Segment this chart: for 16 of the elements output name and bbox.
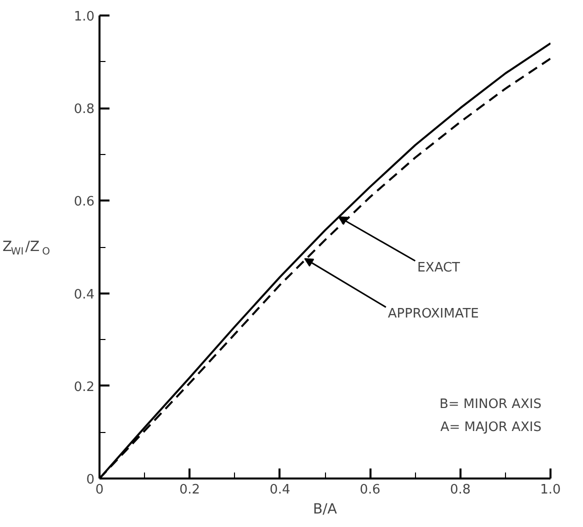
y-tick-label: 0.4 [74,287,95,302]
y-tick-label: 0.2 [74,380,95,395]
annotation: A= MAJOR AXIS [440,420,542,436]
x-tick-label: 0.2 [179,482,200,498]
x-tick-label: 0.4 [270,482,290,498]
y-tick-label: 0.6 [74,194,95,210]
y-tick-label: 0.8 [74,102,95,118]
y-tick-label: 0 [86,472,95,488]
x-tick-label: 0.6 [360,482,380,498]
annotation: B= MINOR AXIS [439,396,542,412]
y-tick-label: 1.0 [74,10,95,24]
x-tick-label: 0.8 [450,482,471,498]
x-tick-label: 1.0 [540,482,561,498]
annotation: EXACT [417,260,460,276]
x-axis-title: B/A [313,502,338,518]
annotation: APPROXIMATE [388,306,479,322]
